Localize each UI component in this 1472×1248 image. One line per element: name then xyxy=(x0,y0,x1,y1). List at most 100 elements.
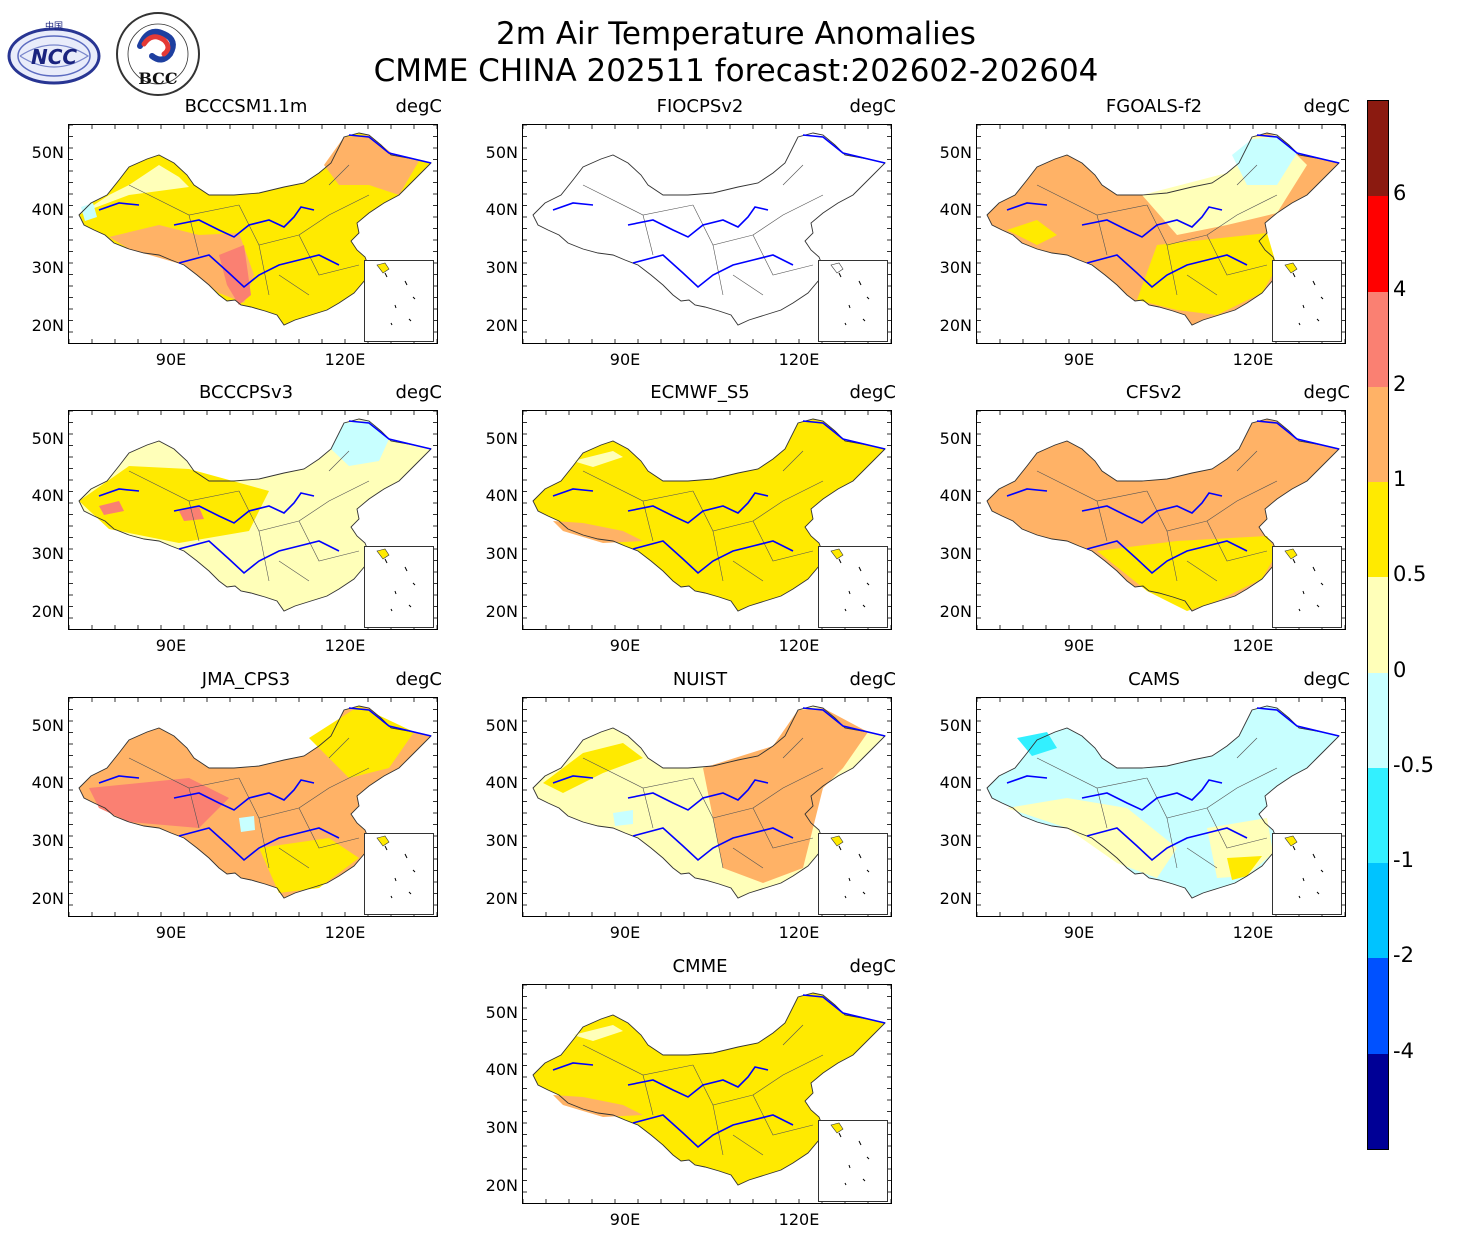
panel-title: BCCCPSv3 xyxy=(198,382,294,403)
province-border xyxy=(782,737,804,759)
province-border xyxy=(1206,767,1278,809)
china-map xyxy=(69,698,437,916)
lat-tick-label: 40N xyxy=(31,200,64,219)
lat-tick-label: 50N xyxy=(485,1003,518,1022)
panel-unit: degC xyxy=(395,96,443,117)
province-border xyxy=(1166,817,1178,869)
lat-tick-label: 40N xyxy=(939,200,972,219)
south-china-sea-inset xyxy=(364,260,434,342)
map-frame xyxy=(976,697,1346,917)
province-border xyxy=(1236,164,1258,186)
anomaly-area-05-1 xyxy=(259,838,359,893)
anomaly-area-1-2 xyxy=(553,521,643,543)
lon-tick-label: 90E xyxy=(1063,923,1095,942)
river xyxy=(552,775,594,784)
river xyxy=(98,775,140,784)
lat-tick-label: 30N xyxy=(485,258,518,277)
lat-tick-label: 20N xyxy=(485,602,518,621)
anomaly-area-neg xyxy=(81,203,97,221)
country-border xyxy=(78,132,432,326)
province-border xyxy=(712,1104,724,1156)
lat-tick-label: 30N xyxy=(939,544,972,563)
river xyxy=(802,420,886,450)
panel-unit: degC xyxy=(395,669,443,690)
colorbar-tick-label: -4 xyxy=(1393,1038,1414,1063)
colorbar-segment xyxy=(1368,958,1388,1054)
province-border xyxy=(752,807,814,849)
river xyxy=(552,488,594,497)
colorbar-tick-label: -2 xyxy=(1393,943,1414,968)
colorbar-segment xyxy=(1368,672,1388,768)
country-border xyxy=(986,418,1340,612)
map-frame xyxy=(68,697,438,917)
province-border xyxy=(298,480,370,522)
south-china-sea-inset xyxy=(818,260,888,342)
lat-tick-label: 50N xyxy=(939,716,972,735)
colorbar-segment xyxy=(1368,101,1388,197)
river xyxy=(1256,707,1340,737)
panel-unit: degC xyxy=(1303,669,1351,690)
lon-tick-label: 120E xyxy=(1232,636,1274,655)
colorbar-segment xyxy=(1368,1053,1388,1149)
panel-title: FGOALS-f2 xyxy=(1105,96,1203,117)
map-panel: CMME degC 50N 40N 30N 20N 90E 120E xyxy=(486,956,896,1229)
lat-tick-label: 20N xyxy=(31,316,64,335)
map-panel: NUIST degC 50N 40N 30N 20N 90E 120E xyxy=(486,669,896,942)
province-border xyxy=(328,450,350,472)
colorbar-tick-label: -1 xyxy=(1393,848,1414,873)
panel-title: JMA_CPS3 xyxy=(201,669,291,690)
lat-tick-label: 40N xyxy=(939,773,972,792)
province-border xyxy=(1206,194,1278,236)
river xyxy=(173,779,315,811)
river xyxy=(627,779,769,811)
map-panel: CAMS degC 50N 40N 30N 20N 90E 120E xyxy=(940,669,1351,942)
panel-title: CFSv2 xyxy=(1125,382,1183,403)
province-border xyxy=(1206,807,1268,849)
province-border xyxy=(782,450,804,472)
province-border xyxy=(1166,244,1178,296)
map-frame xyxy=(976,410,1346,630)
province-border xyxy=(712,530,724,582)
china-map xyxy=(523,985,891,1203)
china-map xyxy=(977,125,1345,343)
province-border xyxy=(1186,847,1218,869)
river xyxy=(552,1062,594,1071)
province-border xyxy=(278,274,310,296)
panel-title: CAMS xyxy=(1128,669,1180,690)
province-border xyxy=(782,1024,804,1046)
river xyxy=(1081,779,1223,811)
map-frame xyxy=(68,124,438,344)
province-border xyxy=(732,560,764,582)
river xyxy=(1086,827,1248,862)
province-border xyxy=(258,244,270,296)
province-border xyxy=(278,560,310,582)
province-border xyxy=(328,737,350,759)
bcc-logo: BCC xyxy=(116,12,200,96)
bcc-logo-text: BCC xyxy=(138,69,177,88)
colorbar-segment xyxy=(1368,863,1388,959)
lat-tick-label: 20N xyxy=(31,889,64,908)
ncc-logo-text: NCC xyxy=(31,45,77,69)
province-border xyxy=(258,817,270,869)
country-border xyxy=(532,705,886,899)
lat-tick-label: 20N xyxy=(485,316,518,335)
river xyxy=(552,202,594,211)
lat-tick-label: 50N xyxy=(485,143,518,162)
lat-tick-label: 30N xyxy=(939,258,972,277)
river xyxy=(173,206,315,238)
river xyxy=(173,492,315,524)
map-frame xyxy=(976,124,1346,344)
lat-tick-label: 40N xyxy=(939,486,972,505)
river xyxy=(1256,420,1340,450)
province-border xyxy=(1166,530,1178,582)
lon-tick-label: 90E xyxy=(609,1210,641,1229)
map-panel: ECMWF_S5 degC 50N 40N 30N 20N 90E 120E xyxy=(486,382,896,655)
province-border xyxy=(732,847,764,869)
map-frame xyxy=(522,984,892,1204)
land-fill xyxy=(533,993,885,1185)
lat-tick-label: 40N xyxy=(485,486,518,505)
anomaly-area-2-4 xyxy=(89,778,229,828)
lat-tick-label: 50N xyxy=(31,429,64,448)
province-border xyxy=(1206,480,1278,522)
province-border xyxy=(752,1094,814,1136)
